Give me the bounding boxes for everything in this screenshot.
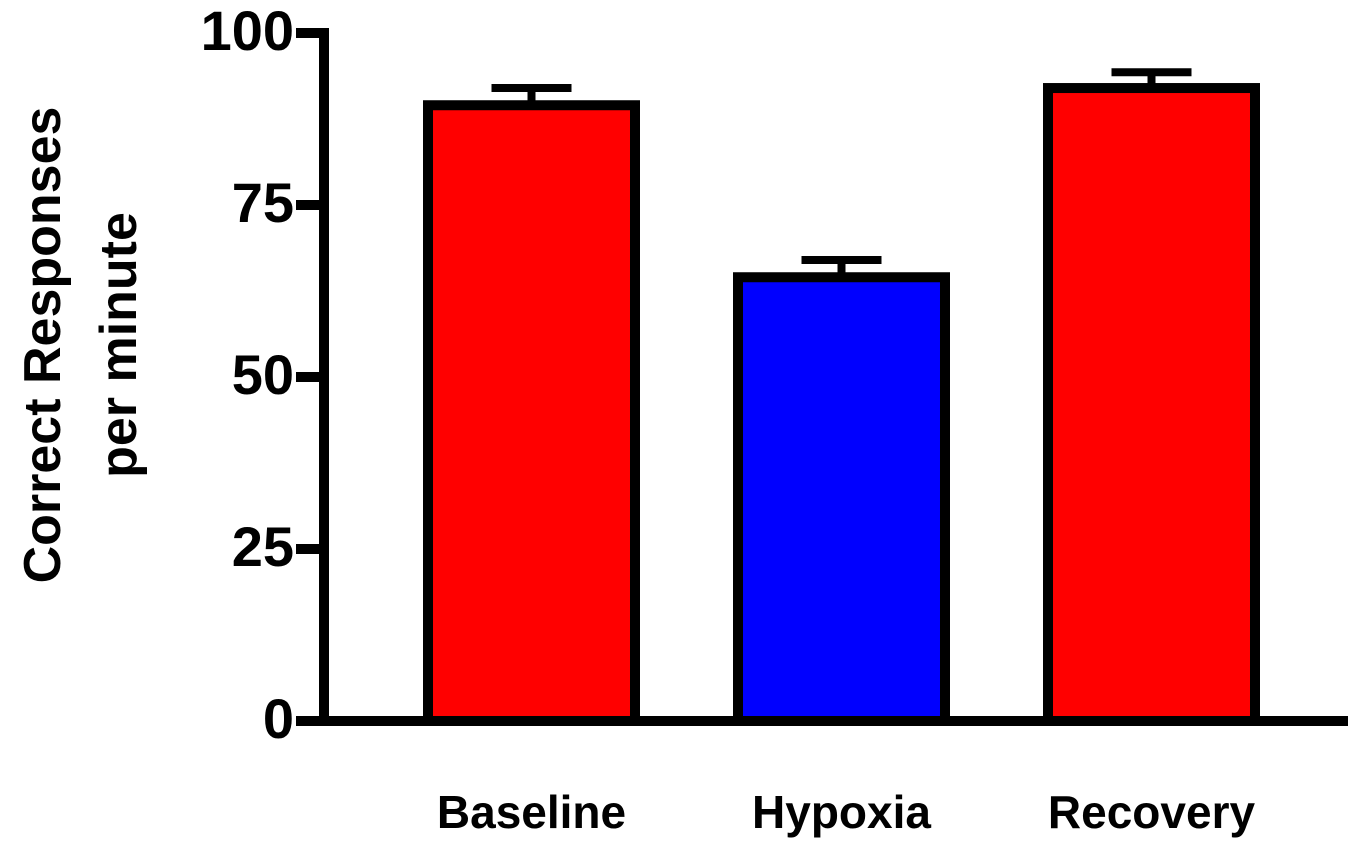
y-tick-label-100: 100: [201, 0, 294, 62]
y-tick-label-25: 25: [232, 515, 294, 578]
y-tick-label-50: 50: [232, 343, 294, 406]
y-axis-label-line1: Correct Responses: [14, 107, 72, 584]
x-tick-label-recovery: Recovery: [1048, 786, 1256, 838]
y-axis-label-line2: per minute: [90, 212, 148, 478]
y-tick-label-75: 75: [232, 171, 294, 234]
y-tick-label-0: 0: [263, 687, 294, 750]
bar-hypoxia: [733, 272, 950, 726]
bar-baseline: [423, 100, 640, 727]
x-tick-label-baseline: Baseline: [437, 786, 626, 838]
labels-layer: Baseline Hypoxia Recovery 0 25 50 75 100: [201, 0, 1256, 838]
axes-layer: [296, 28, 1348, 726]
x-tick-label-hypoxia: Hypoxia: [752, 786, 931, 838]
bar-recovery: [1043, 83, 1260, 727]
bars-layer: [423, 68, 1260, 727]
